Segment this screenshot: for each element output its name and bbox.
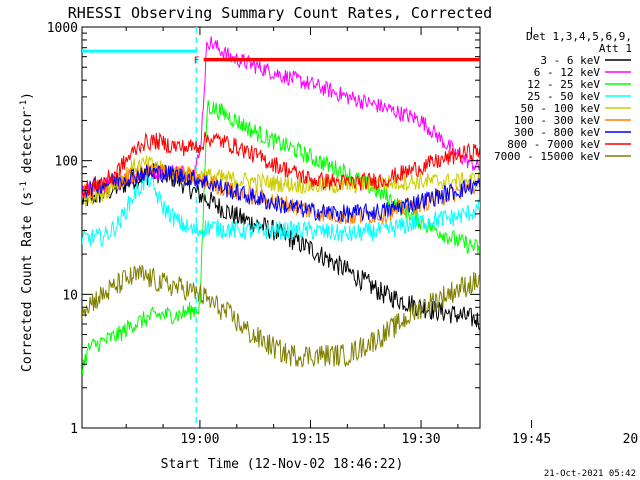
legend-label-5: 100 - 300 keV: [514, 114, 600, 127]
series-line-0: [82, 163, 480, 331]
x-tick-label-3: 19:45: [512, 432, 551, 447]
legend-label-6: 300 - 800 keV: [514, 126, 600, 139]
legend-header-line-1: Det 1,3,4,5,6,9,: [526, 30, 632, 43]
y-tick-label-0: 1: [70, 422, 78, 437]
flags-layer: [82, 49, 480, 62]
series-line-7: [82, 131, 480, 198]
y-axis-label-mid: detector: [20, 111, 35, 182]
series-line-5: [82, 161, 480, 225]
y-axis-ticks: 1 10 100 1000: [47, 21, 480, 437]
x-tick-label-0: 19:00: [180, 432, 219, 447]
plot-frame: [81, 26, 481, 429]
legend-label-2: 12 - 25 keV: [527, 78, 600, 91]
x-tick-label-1: 19:15: [291, 432, 330, 447]
y-tick-label-3: 1000: [47, 21, 78, 36]
series-layer: [82, 36, 480, 375]
y-tick-label-2: 100: [55, 155, 78, 170]
series-line-2: [82, 99, 480, 375]
y-axis-label: Corrected Count Rate (s-1 detector-1): [19, 92, 35, 372]
y-axis-label-sup-1: -1: [19, 181, 29, 192]
plot-border: [81, 26, 481, 429]
y-axis-label-main: Corrected Count Rate (s: [20, 192, 35, 372]
series-line-3: [82, 168, 480, 248]
chart-title: RHESSI Observing Summary Count Rates, Co…: [68, 4, 492, 22]
y-axis-label-end: ): [20, 92, 35, 100]
legend-label-8: 7000 - 15000 keV: [494, 150, 600, 163]
x-tick-label-4: 20:00: [623, 432, 640, 447]
x-axis-label: Start Time (12-Nov-02 18:46:22): [161, 457, 404, 472]
legend-label-1: 6 - 12 keV: [534, 66, 601, 79]
y-tick-label-1: 10: [62, 288, 78, 303]
series-line-8: [82, 264, 480, 368]
series-line-6: [82, 164, 480, 223]
legend-label-4: 50 - 100 keV: [521, 102, 601, 115]
footer-date: 21-Oct-2021 05:42: [544, 469, 636, 479]
flag-label-0: F: [194, 56, 200, 67]
legend-header-line-2: Att 1: [599, 42, 632, 55]
legend-label-7: 800 - 7000 keV: [507, 138, 600, 151]
legend-label-0: 3 - 6 keV: [540, 54, 600, 67]
legend-label-3: 25 - 50 keV: [527, 90, 600, 103]
y-axis-label-sup-2: -1: [19, 100, 29, 111]
x-tick-label-2: 19:30: [401, 432, 440, 447]
